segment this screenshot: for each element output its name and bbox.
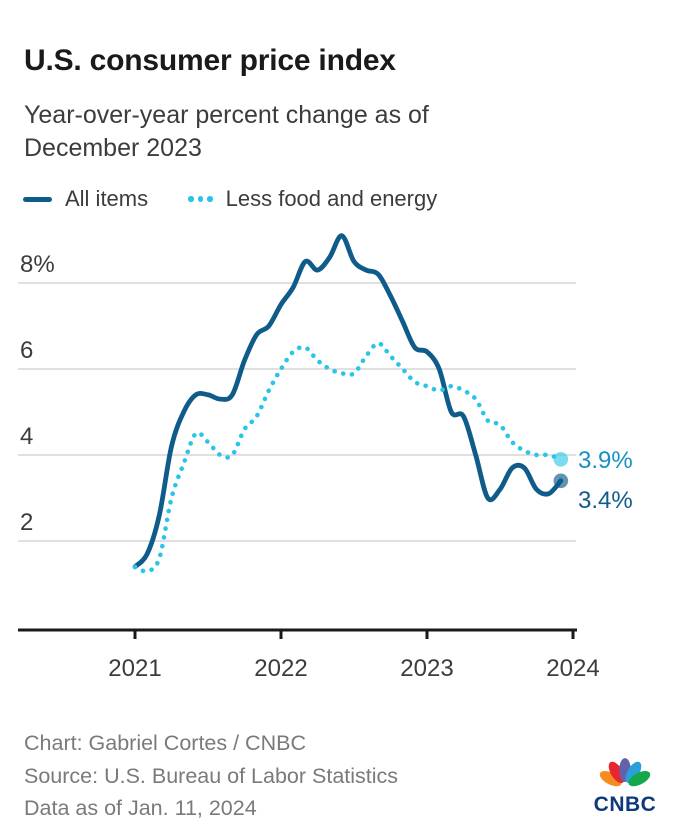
legend-label: All items — [65, 186, 149, 211]
x-axis-label: 2023 — [400, 655, 453, 682]
chart-subtitle: Year-over-year percent change as of Dece… — [24, 99, 624, 165]
cnbc-logo: CNBC — [590, 750, 660, 817]
subtitle-line-2: December 2023 — [24, 134, 202, 162]
footer-credit: Chart: Gabriel Cortes / CNBC — [24, 731, 306, 755]
cnbc-peacock-icon — [599, 758, 651, 787]
chart-footer: Chart: Gabriel Cortes / CNBC Source: U.S… — [24, 727, 524, 825]
peacock-feather — [628, 771, 651, 787]
cpi-line-chart: 8% 6 4 2 2021 2022 2023 2024 3.4% 3.9% — [18, 233, 633, 682]
y-axis-label: 2 — [20, 509, 33, 536]
series-line-all-items — [132, 233, 564, 570]
page-title: U.S. consumer price index — [24, 44, 396, 78]
end-marker-all-items — [553, 473, 569, 489]
y-axis-label: 6 — [20, 337, 33, 364]
legend-label: Less food and energy — [225, 186, 438, 211]
x-axis-label: 2021 — [108, 655, 161, 682]
end-value-label-all-items: 3.4% — [578, 487, 633, 514]
peacock-feather — [625, 761, 642, 784]
x-axis-label: 2024 — [546, 655, 599, 682]
cnbc-wordmark: CNBC — [593, 793, 657, 816]
x-axis-label: 2022 — [254, 655, 307, 682]
y-axis-label: 8% — [20, 251, 55, 278]
subtitle-line-1: Year-over-year percent change as of — [24, 101, 429, 129]
solid-line-swatch — [23, 196, 52, 202]
end-marker-less-food-energy — [553, 452, 569, 467]
footer-data-as-of: Data as of Jan. 11, 2024 — [24, 796, 257, 821]
y-axis-label: 4 — [20, 423, 33, 450]
series-line-less-food-energy — [132, 340, 564, 574]
chart-legend: All items Less food and energy — [23, 186, 437, 212]
end-value-label-less-food-energy: 3.9% — [578, 447, 633, 474]
peacock-feather — [599, 771, 622, 787]
dotted-line-swatch — [188, 196, 213, 202]
footer-source: Source: U.S. Bureau of Labor Statistics — [24, 763, 399, 788]
legend-item-less-food-energy: Less food and energy — [188, 186, 437, 212]
legend-item-all-items: All items — [23, 186, 148, 212]
